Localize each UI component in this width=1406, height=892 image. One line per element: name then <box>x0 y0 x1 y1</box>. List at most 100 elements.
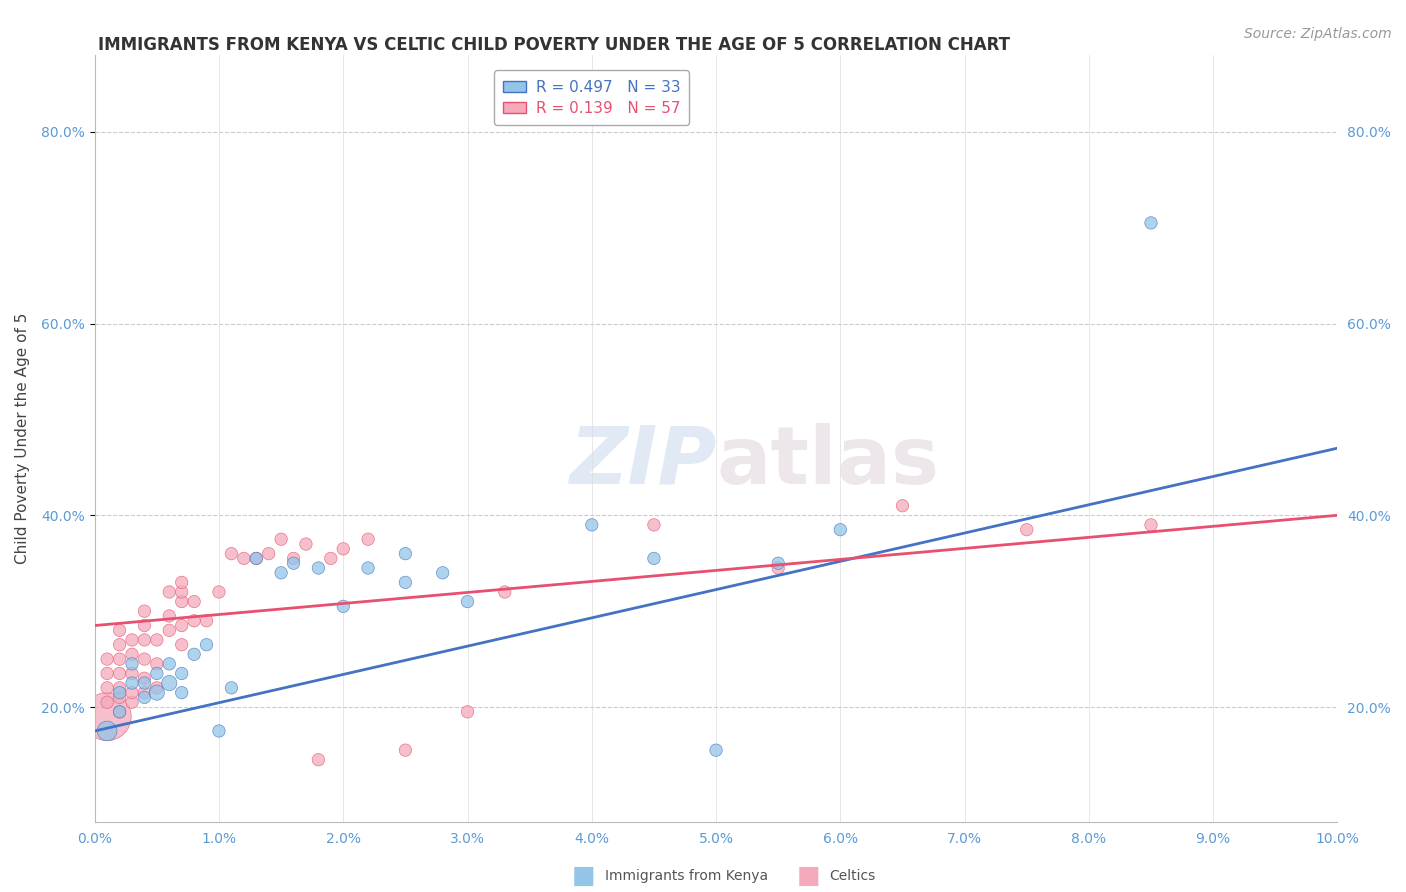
Point <box>394 743 416 757</box>
Point <box>96 709 118 723</box>
Point <box>357 533 380 547</box>
Point <box>245 551 267 566</box>
Point <box>270 566 292 580</box>
Point <box>108 690 131 705</box>
Point <box>134 632 156 647</box>
Point <box>146 681 169 695</box>
Point <box>146 686 169 700</box>
Point <box>170 666 193 681</box>
Point <box>766 556 789 570</box>
Point <box>208 585 231 599</box>
Point <box>283 551 305 566</box>
Point <box>704 743 727 757</box>
Point <box>157 624 180 638</box>
Point <box>108 681 131 695</box>
Point <box>134 676 156 690</box>
Point <box>121 632 143 647</box>
Point <box>195 614 218 628</box>
Point <box>134 686 156 700</box>
Point <box>121 648 143 662</box>
Point <box>96 652 118 666</box>
Point <box>643 551 665 566</box>
Point <box>121 657 143 671</box>
Point <box>108 705 131 719</box>
Point <box>891 499 914 513</box>
Text: Immigrants from Kenya: Immigrants from Kenya <box>605 869 768 883</box>
Point <box>170 575 193 590</box>
Point <box>108 666 131 681</box>
Point <box>108 624 131 638</box>
Point <box>96 695 118 709</box>
Point <box>494 585 516 599</box>
Point <box>121 686 143 700</box>
Point <box>394 575 416 590</box>
Point <box>295 537 318 551</box>
Point <box>270 533 292 547</box>
Point <box>157 657 180 671</box>
Point <box>432 566 454 580</box>
Point <box>121 676 143 690</box>
Point <box>257 547 280 561</box>
Point <box>157 609 180 624</box>
Point <box>1140 216 1163 230</box>
Point <box>170 594 193 608</box>
Point <box>332 599 354 614</box>
Point <box>170 686 193 700</box>
Text: atlas: atlas <box>716 423 939 500</box>
Point <box>1015 523 1038 537</box>
Point <box>830 523 852 537</box>
Point <box>121 695 143 709</box>
Point <box>108 686 131 700</box>
Point <box>319 551 342 566</box>
Point <box>581 517 603 532</box>
Point <box>394 547 416 561</box>
Point <box>232 551 254 566</box>
Point <box>170 585 193 599</box>
Point <box>157 676 180 690</box>
Text: Celtics: Celtics <box>830 869 876 883</box>
Point <box>221 681 243 695</box>
Point <box>134 690 156 705</box>
Text: IMMIGRANTS FROM KENYA VS CELTIC CHILD POVERTY UNDER THE AGE OF 5 CORRELATION CHA: IMMIGRANTS FROM KENYA VS CELTIC CHILD PO… <box>98 36 1011 54</box>
Text: ■: ■ <box>797 864 820 888</box>
Point <box>134 671 156 685</box>
Point <box>108 638 131 652</box>
Point <box>307 753 329 767</box>
Point <box>157 585 180 599</box>
Point <box>108 652 131 666</box>
Point <box>183 648 205 662</box>
Point <box>96 666 118 681</box>
Point <box>221 547 243 561</box>
Point <box>457 705 479 719</box>
Point <box>121 666 143 681</box>
Point <box>307 561 329 575</box>
Point <box>170 618 193 632</box>
Point <box>183 614 205 628</box>
Point <box>766 561 789 575</box>
Y-axis label: Child Poverty Under the Age of 5: Child Poverty Under the Age of 5 <box>15 313 30 565</box>
Text: Source: ZipAtlas.com: Source: ZipAtlas.com <box>1244 27 1392 41</box>
Point <box>108 705 131 719</box>
Point <box>357 561 380 575</box>
Legend: R = 0.497   N = 33, R = 0.139   N = 57: R = 0.497 N = 33, R = 0.139 N = 57 <box>495 70 689 125</box>
Text: ZIP: ZIP <box>568 423 716 500</box>
Point <box>1140 517 1163 532</box>
Point <box>208 723 231 738</box>
Point <box>146 666 169 681</box>
Point <box>283 556 305 570</box>
Point <box>332 541 354 556</box>
Point <box>643 517 665 532</box>
Point <box>183 594 205 608</box>
Point <box>134 604 156 618</box>
Point <box>195 638 218 652</box>
Point <box>457 594 479 608</box>
Point <box>146 632 169 647</box>
Point <box>170 638 193 652</box>
Point <box>96 723 118 738</box>
Point <box>134 618 156 632</box>
Point <box>134 652 156 666</box>
Point <box>96 681 118 695</box>
Text: ■: ■ <box>572 864 595 888</box>
Point <box>245 551 267 566</box>
Point <box>146 657 169 671</box>
